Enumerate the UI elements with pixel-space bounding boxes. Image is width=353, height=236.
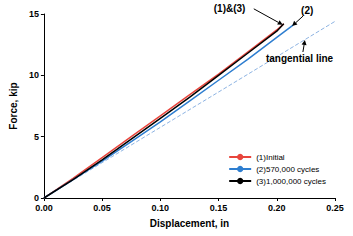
svg-text:0.25: 0.25	[326, 203, 344, 213]
svg-text:0.10: 0.10	[152, 203, 170, 213]
svg-text:(2): (2)	[301, 5, 313, 16]
svg-text:(1)Initial: (1)Initial	[256, 153, 285, 162]
svg-text:Displacement, in: Displacement, in	[150, 218, 229, 229]
svg-text:0.20: 0.20	[268, 203, 286, 213]
svg-text:5: 5	[34, 132, 39, 142]
svg-text:(2)570,000 cycles: (2)570,000 cycles	[256, 165, 319, 174]
svg-text:tangential line: tangential line	[266, 53, 334, 64]
svg-text:0.00: 0.00	[35, 203, 53, 213]
svg-text:0.15: 0.15	[210, 203, 228, 213]
svg-text:0: 0	[34, 193, 39, 203]
svg-text:10: 10	[29, 70, 39, 80]
svg-text:(3)1,000,000 cycles: (3)1,000,000 cycles	[256, 177, 326, 186]
svg-text:Force, kip: Force, kip	[8, 82, 19, 129]
svg-text:15: 15	[29, 9, 39, 19]
svg-text:0.05: 0.05	[93, 203, 111, 213]
svg-text:(1)&(3): (1)&(3)	[214, 3, 246, 14]
